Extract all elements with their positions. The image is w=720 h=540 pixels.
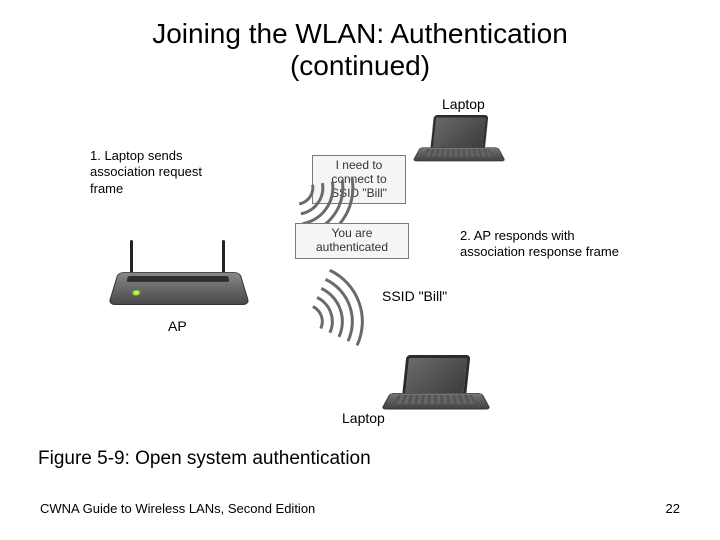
device-laptop-bottom <box>390 355 480 425</box>
title-line-2: (continued) <box>290 50 430 81</box>
label-ap: AP <box>168 318 187 334</box>
label-laptop-top: Laptop <box>442 96 485 112</box>
footer-book-title: CWNA Guide to Wireless LANs, Second Edit… <box>40 501 315 516</box>
device-laptop-top <box>420 115 497 175</box>
step-2-text: 2. AP responds with association response… <box>460 228 640 261</box>
label-laptop-bottom: Laptop <box>342 410 385 426</box>
label-ssid: SSID "Bill" <box>382 288 447 304</box>
diagram-open-system-auth: Laptop 1. Laptop sends association reque… <box>90 100 630 440</box>
figure-caption: Figure 5-9: Open system authentication <box>38 448 371 470</box>
footer-page-number: 22 <box>666 501 680 516</box>
page-title: Joining the WLAN: Authentication (contin… <box>0 18 720 82</box>
title-line-1: Joining the WLAN: Authentication <box>152 18 568 49</box>
